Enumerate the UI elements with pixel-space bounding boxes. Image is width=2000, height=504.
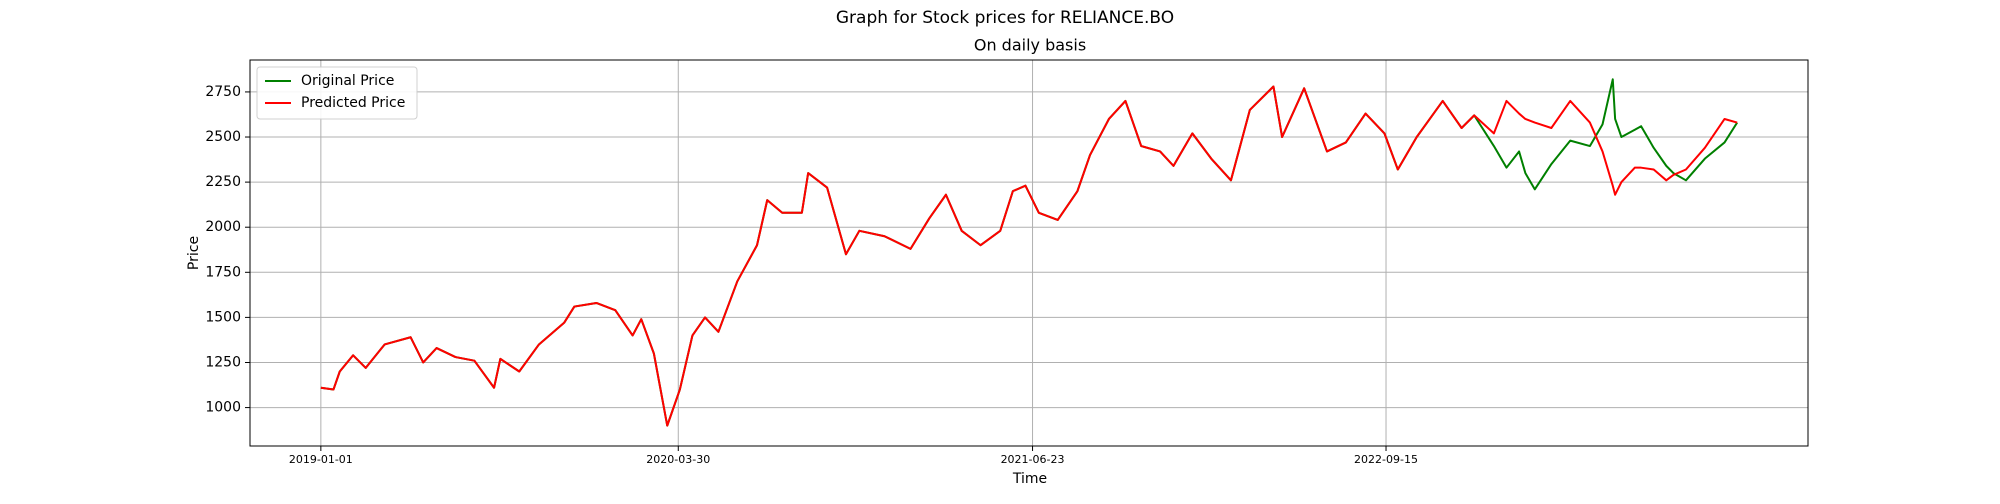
y-tick-label: 1000 [205, 400, 241, 416]
y-tick-label: 1750 [205, 264, 241, 280]
x-axis-label: Time [1012, 471, 1047, 487]
x-tick-label: 2020-03-30 [646, 453, 710, 466]
legend-label: Original Price [301, 73, 394, 89]
y-tick-label: 2750 [205, 84, 241, 100]
plot-frame [249, 59, 1809, 447]
chart-title: Graph for Stock prices for RELIANCE.BO [836, 8, 1174, 28]
x-tick-label: 2022-09-15 [1354, 453, 1418, 466]
y-tick-label: 2000 [205, 219, 241, 235]
y-tick-label: 2500 [205, 129, 241, 145]
y-tick-label: 2250 [205, 174, 241, 190]
y-tick-label: 1250 [205, 354, 241, 370]
legend-label: Predicted Price [301, 95, 405, 111]
y-tick-label: 1500 [205, 309, 241, 325]
x-tick-label: 2019-01-01 [289, 453, 353, 466]
series-line [320, 85, 1738, 427]
y-axis-label: Price [186, 236, 202, 270]
legend-box [256, 66, 418, 120]
chart-subtitle: On daily basis [974, 36, 1086, 55]
x-tick-label: 2021-06-23 [1001, 453, 1065, 466]
